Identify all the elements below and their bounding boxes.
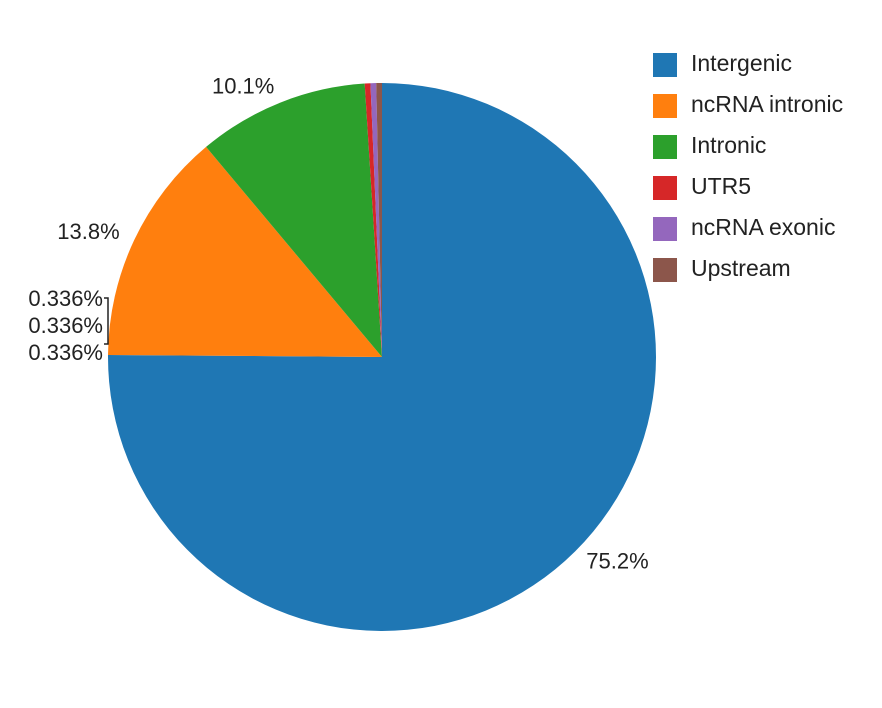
legend-swatch-utr5 (653, 176, 677, 200)
legend-label-ncrna-intronic: ncRNA intronic (691, 91, 843, 117)
slice-label-intronic: 10.1% (212, 74, 274, 99)
legend-label-ncrna-exonic: ncRNA exonic (691, 214, 835, 240)
slice-label-intergenic: 75.2% (586, 549, 648, 574)
legend-swatch-intronic (653, 135, 677, 159)
legend-swatch-ncrna-intronic (653, 94, 677, 118)
slice-label-ncrna-exonic: 0.336% (28, 313, 103, 338)
slice-label-ncrna-intronic: 13.8% (57, 219, 119, 244)
slice-ncrna-exonic (370, 83, 382, 358)
legend-swatch-intergenic (653, 53, 677, 77)
slice-intronic (206, 83, 382, 358)
slice-label-utr5: 0.336% (28, 286, 103, 311)
legend-swatch-ncrna-exonic (653, 217, 677, 241)
legend-swatch-upstream (653, 258, 677, 282)
legend-label-utr5: UTR5 (691, 173, 751, 199)
legend-label-upstream: Upstream (691, 255, 791, 281)
slice-label-upstream: 0.336% (28, 340, 103, 365)
slice-labels: 75.2%13.8%10.1%0.336%0.336%0.336% (28, 74, 648, 574)
leader-lines (104, 297, 109, 345)
small-slice-leader-line (104, 297, 109, 345)
slice-ncrna-intronic (108, 146, 383, 357)
slice-upstream (376, 83, 382, 357)
legend-label-intergenic: Intergenic (691, 50, 792, 76)
legend: Intergenic ncRNA intronic Intronic UTR5 ncRN… (653, 50, 843, 282)
legend-label-intronic: Intronic (691, 132, 766, 158)
slice-utr5 (364, 83, 382, 357)
pie-slices (107, 83, 656, 631)
